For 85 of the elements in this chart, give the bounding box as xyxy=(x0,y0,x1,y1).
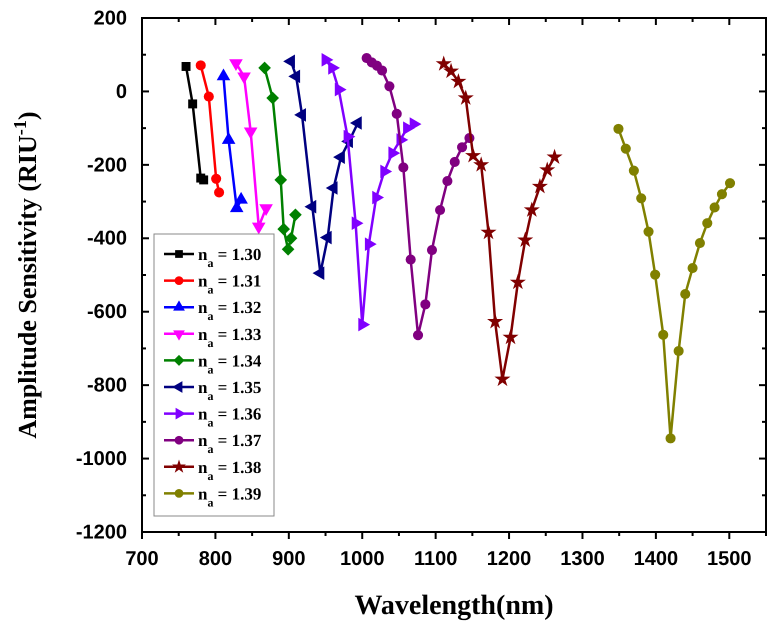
point xyxy=(199,175,208,184)
point xyxy=(716,189,727,200)
x-tick-label: 1100 xyxy=(414,548,458,570)
legend-label: n$_{a}$ = 1.39 xyxy=(198,484,262,510)
point xyxy=(650,270,660,280)
legend-label: n$_{a}$ = 1.30 xyxy=(198,245,262,270)
point xyxy=(636,193,646,204)
legend-label: n$_{a}$ = 1.38 xyxy=(198,458,262,483)
point xyxy=(524,202,540,217)
point xyxy=(694,238,705,248)
point xyxy=(710,202,720,212)
point xyxy=(406,254,416,265)
x-tick-label: 1200 xyxy=(486,548,532,570)
legend-label: n$_{a}$ = 1.31 xyxy=(198,272,262,297)
point xyxy=(539,162,556,177)
point xyxy=(196,60,206,70)
point xyxy=(182,62,191,71)
point xyxy=(442,176,452,186)
point xyxy=(211,174,222,184)
point xyxy=(457,142,468,152)
point xyxy=(384,81,394,92)
point xyxy=(724,178,736,188)
point xyxy=(282,242,294,256)
point xyxy=(688,262,698,274)
y-tick-label: -1000 xyxy=(76,448,127,470)
point xyxy=(502,328,519,344)
y-tick-label: -800 xyxy=(86,374,127,397)
point xyxy=(674,346,684,356)
point xyxy=(258,62,271,74)
x-axis-title: Wavelength(nm) xyxy=(354,590,554,621)
legend-label: n$_{a}$ = 1.33 xyxy=(198,324,262,350)
point xyxy=(643,226,654,237)
x-tick-label: 900 xyxy=(272,548,306,570)
x-tick-label: 1300 xyxy=(560,548,605,570)
legend-label: n$_{a}$ = 1.37 xyxy=(198,431,262,456)
point xyxy=(277,222,290,236)
point xyxy=(398,162,408,172)
point xyxy=(188,99,198,108)
point xyxy=(473,156,490,172)
point xyxy=(266,92,279,104)
point xyxy=(480,224,497,240)
y-tick-label: -200 xyxy=(86,154,127,176)
y-tick-label: 200 xyxy=(94,7,127,30)
point xyxy=(517,232,534,247)
point xyxy=(680,289,690,300)
point xyxy=(443,62,460,78)
y-tick-label: -600 xyxy=(86,301,127,324)
point xyxy=(435,204,446,216)
point xyxy=(613,124,624,134)
point xyxy=(204,92,214,102)
y-tick-label: -1200 xyxy=(76,521,127,544)
x-tick-label: 800 xyxy=(198,548,232,570)
point xyxy=(450,73,466,88)
x-tick-label: 1000 xyxy=(340,548,384,570)
point xyxy=(666,433,676,444)
point xyxy=(702,218,712,228)
point xyxy=(458,90,474,105)
x-tick-label: 700 xyxy=(125,548,159,570)
legend-label: n$_{a}$ = 1.36 xyxy=(198,404,262,430)
legend-label: n$_{a}$ = 1.32 xyxy=(198,298,262,324)
point xyxy=(628,166,639,176)
point xyxy=(412,330,424,340)
legend-label: n$_{a}$ = 1.35 xyxy=(198,378,262,403)
point xyxy=(377,65,388,76)
point xyxy=(450,156,460,167)
y-tick-label: 0 xyxy=(116,80,127,103)
point xyxy=(274,174,288,186)
point xyxy=(214,187,224,198)
point xyxy=(487,313,504,328)
point xyxy=(289,208,302,222)
point xyxy=(620,144,631,154)
y-tick-label: -400 xyxy=(86,228,127,250)
legend-label: n$_{a}$ = 1.34 xyxy=(198,351,262,376)
point xyxy=(532,178,548,194)
x-tick-label: 1500 xyxy=(707,548,752,570)
point xyxy=(392,108,402,119)
point xyxy=(284,232,298,245)
point xyxy=(658,330,668,340)
point xyxy=(420,299,430,310)
point xyxy=(546,148,563,164)
point xyxy=(465,147,482,163)
point xyxy=(510,274,526,290)
point xyxy=(426,245,438,256)
x-tick-label: 1400 xyxy=(634,548,678,570)
point xyxy=(436,55,452,71)
